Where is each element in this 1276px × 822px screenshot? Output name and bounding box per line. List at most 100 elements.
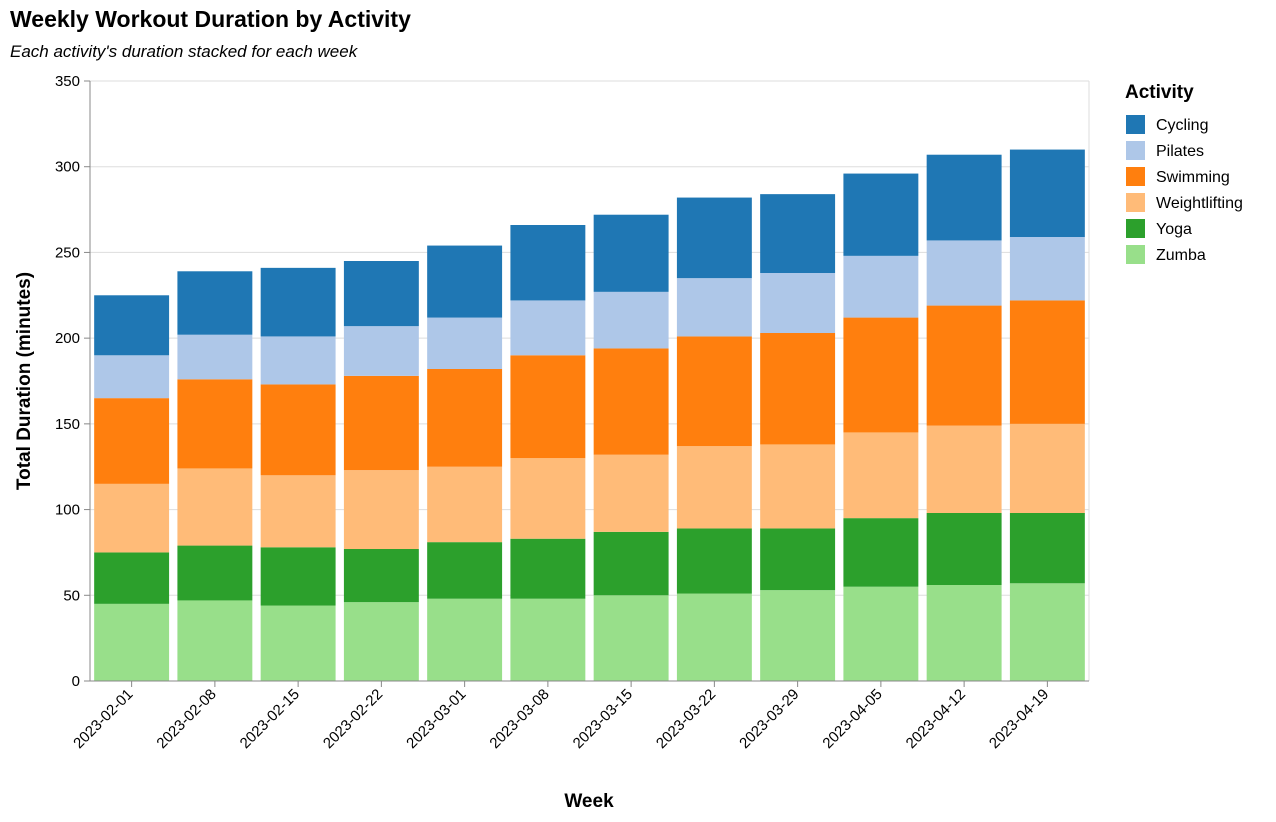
bar-segment-cycling-2023-03-01: [427, 245, 503, 318]
y-axis-title: Total Duration (minutes): [14, 272, 35, 490]
bar-segment-zumba-2023-03-29: [760, 590, 836, 681]
bar-segment-pilates-2023-03-08: [510, 300, 586, 356]
bar-segment-swimming-2023-02-22: [343, 375, 419, 471]
legend-label-yoga: Yoga: [1156, 221, 1192, 238]
legend-swatch-zumba: [1126, 245, 1145, 264]
bar-segment-cycling-2023-02-15: [260, 267, 336, 337]
y-tick-label: 300: [55, 159, 80, 176]
legend-label-cycling: Cycling: [1156, 117, 1208, 134]
bar-segment-swimming-2023-04-12: [926, 305, 1002, 426]
x-tick-label: 2023-04-12: [903, 686, 969, 752]
bar-segment-zumba-2023-03-08: [510, 598, 586, 681]
legend-swatch-yoga: [1126, 219, 1145, 238]
bar-segment-cycling-2023-04-05: [843, 173, 919, 256]
bar-segment-swimming-2023-02-01: [94, 398, 170, 484]
bar-segment-cycling-2023-04-19: [1009, 149, 1085, 237]
legend-swatch-weightlifting: [1126, 193, 1145, 212]
bar-segment-weightlifting-2023-03-01: [427, 466, 503, 543]
x-tick-label: 2023-02-15: [237, 686, 303, 752]
bar-segment-weightlifting-2023-04-19: [1009, 423, 1085, 513]
bar-segment-zumba-2023-02-22: [343, 602, 419, 681]
bar-segment-weightlifting-2023-03-29: [760, 444, 836, 529]
bar-segment-weightlifting-2023-02-15: [260, 475, 336, 548]
x-tick-label: 2023-02-01: [70, 686, 136, 752]
bar-segment-zumba-2023-04-19: [1009, 583, 1085, 681]
bar-segment-pilates-2023-02-15: [260, 336, 336, 385]
bar-segment-yoga-2023-04-19: [1009, 513, 1085, 584]
y-tick-label: 100: [55, 502, 80, 519]
x-tick-label: 2023-02-08: [153, 686, 219, 752]
bar-segment-pilates-2023-03-15: [593, 291, 669, 349]
y-tick-label: 0: [72, 673, 80, 690]
bar-segment-cycling-2023-03-15: [593, 214, 669, 292]
legend-title: Activity: [1125, 82, 1194, 103]
bar-segment-weightlifting-2023-04-05: [843, 432, 919, 519]
bar-segment-zumba-2023-03-15: [593, 595, 669, 681]
legend: Activity Cycling Pilates Swimming Weightlif…: [1125, 82, 1243, 264]
bar-segment-yoga-2023-04-12: [926, 513, 1002, 585]
bar-segment-cycling-2023-03-29: [760, 194, 836, 273]
bar-segment-cycling-2023-02-22: [343, 261, 419, 327]
bar-segment-weightlifting-2023-04-12: [926, 425, 1002, 513]
bar-segment-pilates-2023-02-22: [343, 326, 419, 376]
bar-segment-zumba-2023-02-15: [260, 605, 336, 681]
bar-segment-pilates-2023-03-22: [676, 278, 752, 337]
y-tick-label: 350: [55, 73, 80, 90]
bar-segment-yoga-2023-03-22: [676, 528, 752, 594]
bar-segment-swimming-2023-02-08: [177, 379, 253, 469]
x-tick-label: 2023-03-29: [736, 686, 802, 752]
y-tick-label: 250: [55, 244, 80, 261]
bar-segment-swimming-2023-03-15: [593, 348, 669, 455]
bar-segment-weightlifting-2023-02-08: [177, 468, 253, 546]
bar-segment-cycling-2023-02-01: [94, 295, 170, 356]
legend-swatch-swimming: [1126, 167, 1145, 186]
bar-segment-zumba-2023-04-05: [843, 586, 919, 681]
bar-segment-swimming-2023-03-22: [676, 336, 752, 447]
x-tick-label: 2023-03-22: [653, 686, 719, 752]
legend-label-zumba: Zumba: [1156, 247, 1206, 264]
y-tick-label: 150: [55, 416, 80, 433]
legend-swatch-cycling: [1126, 115, 1145, 134]
legend-label-swimming: Swimming: [1156, 169, 1230, 186]
bar-segment-weightlifting-2023-03-15: [593, 454, 669, 532]
bar-segment-cycling-2023-03-22: [676, 197, 752, 279]
bar-segment-swimming-2023-02-15: [260, 384, 336, 476]
bar-segment-yoga-2023-02-08: [177, 545, 253, 601]
bar-segment-swimming-2023-03-29: [760, 333, 836, 445]
bar-segment-yoga-2023-04-05: [843, 518, 919, 587]
bars: [94, 149, 1085, 681]
chart-subtitle: Each activity's duration stacked for eac…: [10, 42, 358, 61]
bar-segment-weightlifting-2023-03-22: [676, 446, 752, 529]
x-tick-label: 2023-03-08: [486, 686, 552, 752]
bar-segment-weightlifting-2023-02-22: [343, 470, 419, 549]
legend-label-weightlifting: Weightlifting: [1156, 195, 1243, 212]
bar-segment-yoga-2023-03-15: [593, 531, 669, 596]
bar-segment-pilates-2023-03-01: [427, 317, 503, 369]
bar-segment-weightlifting-2023-02-01: [94, 483, 170, 553]
bar-segment-pilates-2023-02-01: [94, 355, 170, 399]
legend-label-pilates: Pilates: [1156, 143, 1204, 160]
x-axis-title: Week: [564, 791, 614, 812]
bar-segment-swimming-2023-04-19: [1009, 300, 1085, 424]
x-tick-label: 2023-03-15: [570, 686, 636, 752]
bar-segment-yoga-2023-03-01: [427, 542, 503, 599]
bar-segment-yoga-2023-02-15: [260, 547, 336, 606]
bar-segment-zumba-2023-03-01: [427, 598, 503, 681]
bar-segment-cycling-2023-02-08: [177, 271, 253, 335]
bar-segment-pilates-2023-02-08: [177, 334, 253, 380]
bar-segment-yoga-2023-02-22: [343, 549, 419, 603]
bar-segment-cycling-2023-03-08: [510, 225, 586, 301]
x-tick-label: 2023-04-05: [819, 686, 885, 752]
bar-segment-yoga-2023-03-29: [760, 528, 836, 591]
bar-segment-swimming-2023-03-01: [427, 369, 503, 467]
bar-segment-yoga-2023-02-01: [94, 552, 170, 604]
bar-segment-pilates-2023-04-12: [926, 240, 1002, 306]
chart-title: Weekly Workout Duration by Activity: [10, 6, 411, 32]
bar-segment-zumba-2023-04-12: [926, 585, 1002, 681]
bar-segment-swimming-2023-03-08: [510, 355, 586, 459]
bar-segment-cycling-2023-04-12: [926, 154, 1002, 241]
x-tick-label: 2023-02-22: [320, 686, 386, 752]
legend-swatch-pilates: [1126, 141, 1145, 160]
bar-segment-weightlifting-2023-03-08: [510, 458, 586, 539]
